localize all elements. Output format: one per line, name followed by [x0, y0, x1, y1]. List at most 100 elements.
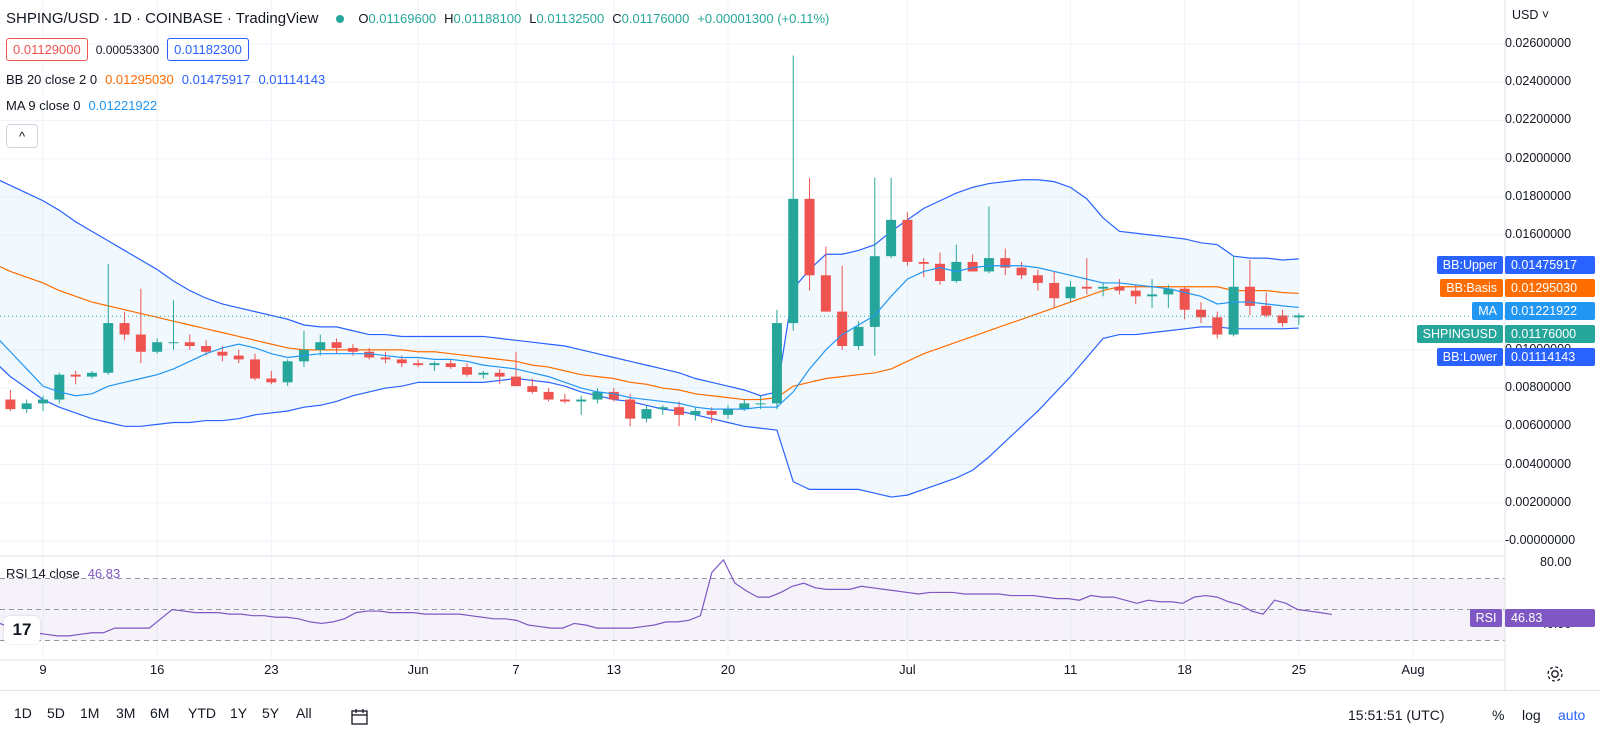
timeframe-button[interactable]: 5D [47, 705, 65, 721]
timeframe-button[interactable]: 5Y [262, 705, 280, 721]
time-tick-label: 11 [1063, 662, 1078, 677]
candle-body [1065, 286, 1076, 299]
timeframe-button[interactable]: 3M [116, 705, 136, 721]
candle [21, 399, 32, 413]
spread-value: 0.00053300 [95, 42, 160, 57]
timeframe-button[interactable]: 6M [150, 705, 170, 721]
candle [1065, 281, 1076, 303]
log-toggle[interactable]: log [1522, 707, 1541, 723]
candle [1081, 258, 1092, 295]
sell-button[interactable]: 0.01129000 [6, 38, 88, 61]
candle-body [1049, 282, 1060, 299]
candle-body [886, 219, 897, 257]
candle [233, 349, 244, 364]
candle-body [576, 399, 587, 402]
candle [804, 177, 815, 291]
candle-body [1147, 294, 1158, 297]
price-badge-value: 0.01176000 [1505, 325, 1595, 343]
chart-canvas[interactable] [0, 0, 1600, 690]
currency-selector[interactable]: USD ˅ [1512, 8, 1550, 22]
bb-legend[interactable]: BB 20 close 2 0 0.01295030 0.01475917 0.… [6, 72, 325, 87]
symbol-legend[interactable]: SHPING/USD · 1D · COINBASE · TradingView… [6, 10, 829, 27]
timeframe-button[interactable]: All [296, 705, 312, 721]
candle [869, 177, 880, 356]
rsi-badge-name: RSI [1470, 609, 1502, 627]
timeframe-button[interactable]: 1Y [230, 705, 248, 721]
candle-body [168, 342, 179, 344]
candle-body [918, 261, 929, 264]
rsi-legend[interactable]: RSI 14 close 46.83 [6, 566, 120, 581]
ma-line [0, 265, 1299, 410]
candle-body [902, 219, 913, 262]
ohlc-close: C0.01176000 [612, 11, 690, 26]
candle [625, 393, 636, 427]
candle-body [250, 359, 261, 379]
time-tick-label: 20 [720, 662, 736, 677]
candle [266, 370, 277, 385]
candle [723, 405, 733, 419]
price-badge-value: 0.01475917 [1505, 256, 1595, 274]
candle [429, 361, 440, 371]
market-status-icon [336, 14, 345, 23]
candle [543, 388, 554, 402]
symbol-title[interactable]: SHPING/USD · 1D · COINBASE · TradingView [6, 10, 319, 27]
utc-clock[interactable]: 15:51:51 (UTC) [1348, 707, 1445, 723]
candle [1212, 311, 1223, 339]
candle [1016, 261, 1027, 280]
ohlc-low: L0.01132500 [529, 11, 605, 26]
price-badge-value: 0.01295030 [1505, 279, 1595, 297]
candle-body [641, 409, 652, 419]
ma-legend-title[interactable]: MA 9 close 0 [6, 98, 81, 113]
candle-body [38, 399, 48, 404]
ma-legend[interactable]: MA 9 close 0 0.01221922 [6, 98, 157, 113]
candle-body [608, 391, 619, 400]
price-tick-label: -0.00000000 [1505, 533, 1576, 547]
time-tick-label: 7 [512, 662, 520, 677]
candle-body [201, 346, 212, 352]
rsi-legend-title[interactable]: RSI 14 close [6, 566, 80, 581]
bb-legend-title[interactable]: BB 20 close 2 0 [6, 72, 98, 87]
candle [38, 395, 48, 412]
candle [217, 346, 228, 362]
tradingview-logo[interactable]: 17 [4, 616, 40, 644]
candle [527, 378, 538, 394]
ohlc-change: +0.00001300 (+0.11%) [697, 11, 830, 26]
rsi-legend-value: 46.83 [87, 566, 121, 581]
candle-body [690, 411, 701, 415]
candle-body [771, 323, 782, 404]
chevron-up-icon: ^ [18, 128, 26, 144]
percent-toggle[interactable]: % [1492, 707, 1505, 723]
date-range-icon[interactable] [350, 708, 372, 728]
time-tick-label: 18 [1177, 662, 1192, 677]
bb-upper-line [0, 179, 1299, 397]
candle-body [1277, 315, 1288, 324]
candle-body [86, 372, 97, 377]
buy-button[interactable]: 0.01182300 [167, 38, 249, 61]
bottom-toolbar [0, 690, 1600, 742]
price-tick-label: 0.02000000 [1505, 150, 1572, 165]
timeframe-button[interactable]: 1M [80, 705, 100, 721]
candle-body [1032, 275, 1043, 283]
timeframe-button[interactable]: 1D [14, 705, 32, 721]
candle [1244, 260, 1255, 316]
candle [184, 334, 195, 350]
candle [983, 206, 994, 274]
candle-body [1000, 258, 1011, 268]
time-tick-label: 25 [1291, 662, 1307, 677]
candle [935, 252, 946, 285]
collapse-legend-button[interactable]: ^ [6, 124, 38, 148]
timeframe-button[interactable]: YTD [188, 705, 216, 721]
moving-average [0, 265, 1299, 410]
candle [152, 338, 163, 354]
candle [1098, 282, 1109, 297]
bb-upper-value: 0.01475917 [181, 72, 251, 87]
candle [103, 263, 114, 375]
candle-body [396, 359, 407, 364]
auto-toggle[interactable]: auto [1558, 707, 1586, 723]
candle [510, 351, 521, 387]
candle [413, 359, 424, 368]
settings-gear-icon[interactable] [1545, 664, 1567, 686]
candle [54, 372, 65, 404]
candle [86, 370, 97, 379]
candle-body [184, 342, 195, 347]
